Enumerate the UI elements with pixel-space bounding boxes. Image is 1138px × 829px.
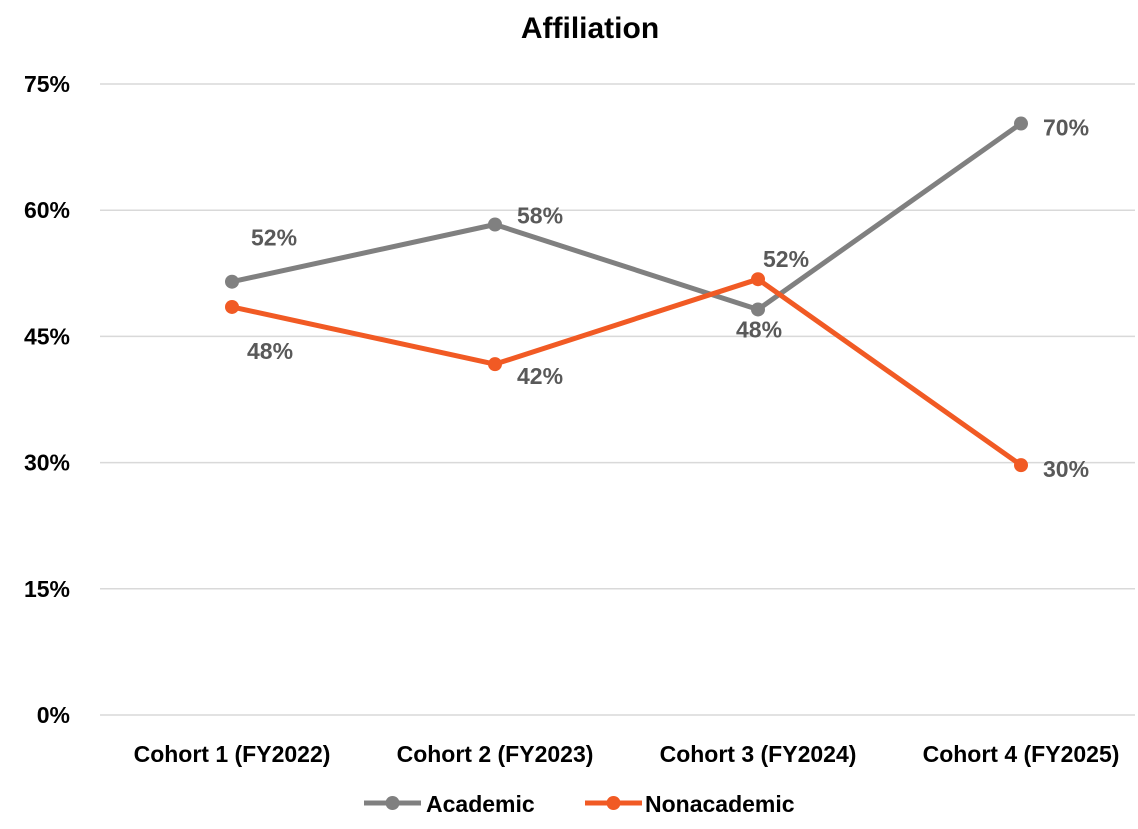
legend-label-nonacademic: Nonacademic [645, 791, 795, 817]
legend-marker-nonacademic [606, 796, 621, 810]
legend-marker-academic [385, 796, 400, 810]
data-labels: 52% 58% 48% 70% 48% 42% 52% 30% [247, 115, 1089, 483]
series-line-nonacademic [229, 276, 1024, 468]
data-point-nonacademic [751, 272, 765, 287]
y-tick-label: 45% [24, 323, 70, 349]
chart-title: Affiliation [521, 12, 659, 45]
data-label-nonacademic: 48% [247, 338, 293, 364]
y-tick-label: 0% [37, 702, 70, 728]
legend: Academic Nonacademic [364, 791, 795, 817]
y-tick-label: 30% [24, 450, 70, 476]
data-label-academic: 58% [517, 203, 563, 229]
y-tick-label: 60% [24, 197, 70, 223]
x-tick-label: Cohort 2 (FY2023) [397, 741, 594, 767]
x-tick-label: Cohort 3 (FY2024) [660, 741, 857, 767]
gridlines [100, 83, 1135, 716]
data-label-academic: 48% [736, 316, 782, 342]
y-tick-label: 15% [24, 576, 70, 602]
x-tick-label: Cohort 1 (FY2022) [134, 741, 331, 767]
data-point-academic [488, 217, 502, 232]
data-point-academic [1014, 116, 1028, 131]
data-label-nonacademic: 42% [517, 363, 563, 389]
data-point-academic [751, 302, 765, 317]
data-label-academic: 52% [251, 225, 297, 251]
x-axis-ticks: Cohort 1 (FY2022) Cohort 2 (FY2023) Cohort… [134, 741, 1120, 767]
data-point-academic [225, 274, 239, 289]
x-tick-label: Cohort 4 (FY2025) [923, 741, 1120, 767]
data-point-nonacademic [488, 357, 502, 372]
series-line-academic [229, 121, 1024, 312]
data-point-nonacademic [1014, 458, 1028, 473]
data-label-academic: 70% [1043, 115, 1089, 141]
y-axis-ticks: 0% 15% 30% 45% 60% 75% [24, 71, 70, 728]
data-label-nonacademic: 52% [763, 246, 809, 272]
series-lines [225, 116, 1028, 473]
legend-label-academic: Academic [426, 791, 535, 817]
data-label-nonacademic: 30% [1043, 456, 1089, 482]
y-tick-label: 75% [24, 71, 70, 97]
data-point-nonacademic [225, 299, 239, 314]
